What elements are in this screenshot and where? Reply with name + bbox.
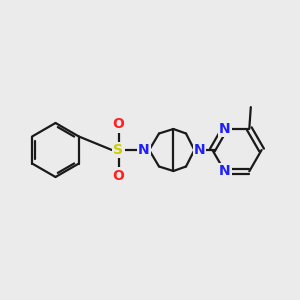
Text: N: N: [194, 143, 205, 157]
Text: O: O: [112, 169, 124, 182]
Text: N: N: [219, 122, 230, 136]
Text: N: N: [138, 143, 150, 157]
Text: N: N: [219, 164, 230, 178]
Text: S: S: [113, 143, 124, 157]
Text: O: O: [112, 118, 124, 131]
